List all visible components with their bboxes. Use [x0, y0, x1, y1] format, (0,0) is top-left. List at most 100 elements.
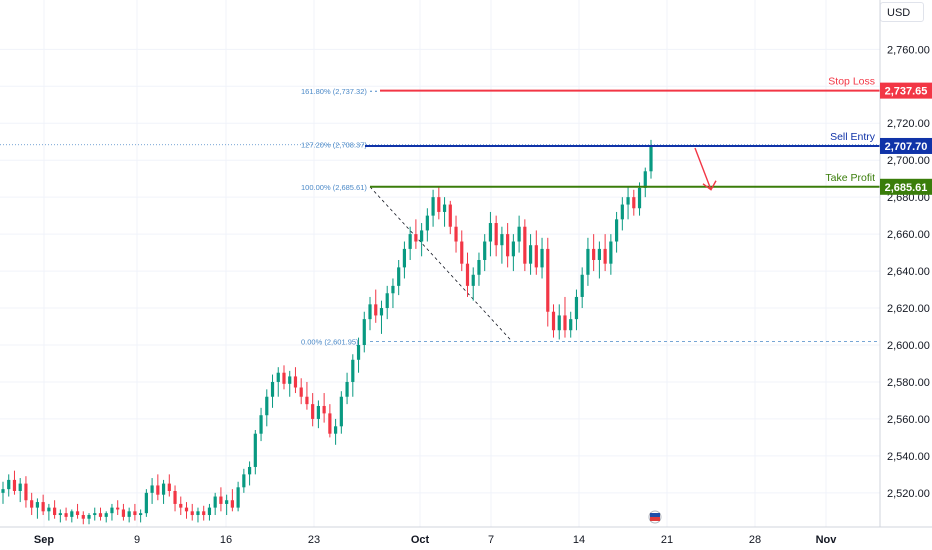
candle-body [75, 511, 80, 516]
candle-body [609, 241, 613, 264]
candle-body [1, 489, 5, 493]
candle-body [362, 319, 366, 345]
candle-body [328, 413, 332, 434]
candle-body [110, 507, 114, 514]
x-tick-label: Sep [34, 534, 54, 546]
candle-body [374, 304, 378, 316]
projection-arrow [694, 147, 712, 191]
candle-body [53, 507, 57, 516]
candle-body [144, 492, 148, 514]
y-tick-label: 2,520.00 [887, 488, 930, 500]
candle-body [93, 513, 97, 516]
level-label: Stop Loss [828, 76, 875, 88]
candle-body [643, 171, 647, 188]
candle-body [121, 509, 126, 517]
candle-body [64, 513, 68, 517]
candle-body [528, 245, 533, 264]
candle-body [311, 404, 315, 419]
economic-event-icon [648, 510, 662, 524]
candle-body [425, 215, 429, 231]
time-axis: Sep 9 16 23 Oct 7 14 21 28 Nov [34, 510, 837, 546]
candle-body [431, 197, 435, 216]
candle-body [293, 376, 298, 388]
candle-body [385, 293, 389, 309]
candle-body [265, 396, 269, 416]
candle-body [626, 197, 630, 205]
candle-body [225, 500, 229, 504]
y-tick-label: 2,540.00 [887, 451, 930, 463]
price-badge-label: 2,685.61 [885, 182, 928, 194]
candle-body [632, 197, 636, 209]
y-tick-label: 2,580.00 [887, 377, 930, 389]
candle-body [402, 248, 407, 268]
x-tick-label: 21 [661, 534, 673, 546]
flag-blue [650, 513, 660, 517]
candle-body [356, 345, 361, 360]
candle-body [236, 487, 240, 508]
candle-body [7, 479, 11, 490]
candle-body [133, 511, 137, 516]
y-tick-label: 2,640.00 [887, 266, 930, 278]
candle-body [167, 483, 171, 491]
candle-body [391, 285, 395, 294]
candle-body [282, 372, 286, 384]
fib-level-label: 100.00% (2,685.61) [301, 183, 367, 192]
candle-body [127, 511, 131, 517]
flag-red [650, 517, 660, 521]
candle-body [339, 396, 343, 427]
candle-body [649, 145, 653, 172]
candle-body [58, 513, 62, 516]
price-badge-label: 2,707.70 [885, 141, 928, 153]
fib-level-label: 0.00% (2,601.95) [301, 337, 359, 346]
candle-body [517, 226, 521, 242]
candle-body [511, 241, 515, 257]
currency-button[interactable]: USD [880, 2, 924, 22]
candle-body [190, 511, 194, 516]
candle-body [592, 248, 596, 260]
candle-body [534, 245, 538, 268]
x-tick-label: 14 [573, 534, 585, 546]
candle-body [494, 223, 498, 246]
candle-body [574, 296, 579, 320]
price-badges: 2,737.65 2,707.70 2,685.61 [880, 82, 932, 195]
candle-body [139, 513, 143, 516]
candle-body [586, 248, 590, 275]
candle-body [104, 513, 108, 517]
candle-body [299, 387, 303, 397]
price-badge-label: 2,737.65 [885, 86, 928, 98]
candle-body [305, 396, 309, 405]
candle-body [70, 511, 74, 517]
x-tick-label: 9 [134, 534, 140, 546]
candle-body [230, 500, 234, 508]
candlesticks [1, 139, 653, 525]
candle-body [460, 241, 464, 264]
x-tick-label: 28 [749, 534, 761, 546]
candle-body [379, 308, 384, 316]
candle-body [345, 381, 349, 397]
candle-body [477, 259, 481, 275]
candle-body [557, 315, 561, 331]
candle-body [483, 241, 487, 260]
candle-body [437, 197, 441, 212]
candle-body [259, 415, 263, 434]
level-label: Sell Entry [830, 131, 876, 143]
candle-body [247, 466, 252, 475]
candle-body [471, 274, 475, 286]
candle-body [288, 376, 292, 384]
candle-body [563, 315, 567, 331]
candle-body [161, 483, 166, 495]
candle-body [207, 507, 212, 516]
candle-body [448, 204, 452, 227]
candle-body [179, 503, 183, 508]
candle-body [637, 187, 642, 209]
y-tick-label: 2,760.00 [887, 44, 930, 56]
candle-body [420, 230, 424, 242]
chart-grid [0, 0, 880, 527]
price-badge [880, 178, 932, 195]
candle-body [614, 219, 619, 242]
candle-body [81, 515, 85, 519]
candle-body [35, 502, 40, 508]
candle-body [156, 485, 160, 495]
